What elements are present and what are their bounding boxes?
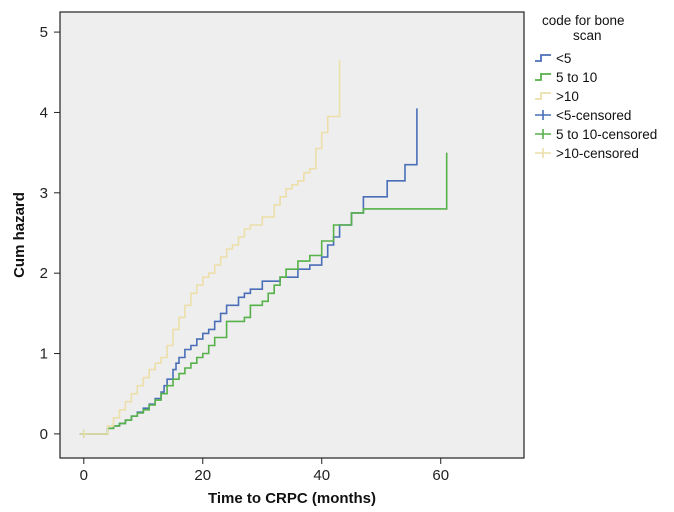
plot-area <box>59 11 525 459</box>
legend-entry-label: <5 <box>556 51 571 66</box>
y-axis-title: Cum hazard <box>11 192 28 278</box>
series-layer <box>79 60 448 438</box>
y-tick-label: 3 <box>40 185 48 202</box>
legend-entry-label: 5 to 10-censored <box>556 127 657 142</box>
x-tick-label: 0 <box>80 467 88 484</box>
y-tick-label: 5 <box>40 24 48 41</box>
legend-entry-label: <5-censored <box>556 108 631 123</box>
legend-swatch-censor <box>535 110 551 120</box>
legend-swatch-censor <box>535 148 551 158</box>
x-tick-label: 40 <box>313 467 330 484</box>
y-tick-label: 1 <box>40 346 48 363</box>
x-tick-label: 60 <box>432 467 449 484</box>
axes-layer: 0 20 40 60 0 1 2 3 4 5 <box>40 24 449 484</box>
censor-mark-3 <box>79 429 88 438</box>
legend-swatch-line <box>535 92 551 100</box>
series-line-2 <box>83 152 448 435</box>
series-line-3 <box>83 60 341 435</box>
legend-swatch-censor <box>535 129 551 139</box>
legend: code for bone scan <5 5 to 10 >10 <5-censor… <box>535 13 657 161</box>
legend-title-line-2: scan <box>573 28 602 43</box>
legend-swatch-line <box>535 73 551 81</box>
legend-entry-label: >10-censored <box>556 146 639 161</box>
legend-swatch-line <box>535 54 551 62</box>
legend-title-line-1: code for bone <box>542 13 625 28</box>
y-tick-label: 4 <box>40 104 48 121</box>
y-tick-label: 2 <box>40 265 48 282</box>
x-tick-label: 20 <box>194 467 211 484</box>
x-axis-title: Time to CRPC (months) <box>208 490 376 507</box>
y-tick-label: 0 <box>40 426 48 443</box>
legend-entry-label: >10 <box>556 89 579 104</box>
legend-entry-label: 5 to 10 <box>556 70 597 85</box>
